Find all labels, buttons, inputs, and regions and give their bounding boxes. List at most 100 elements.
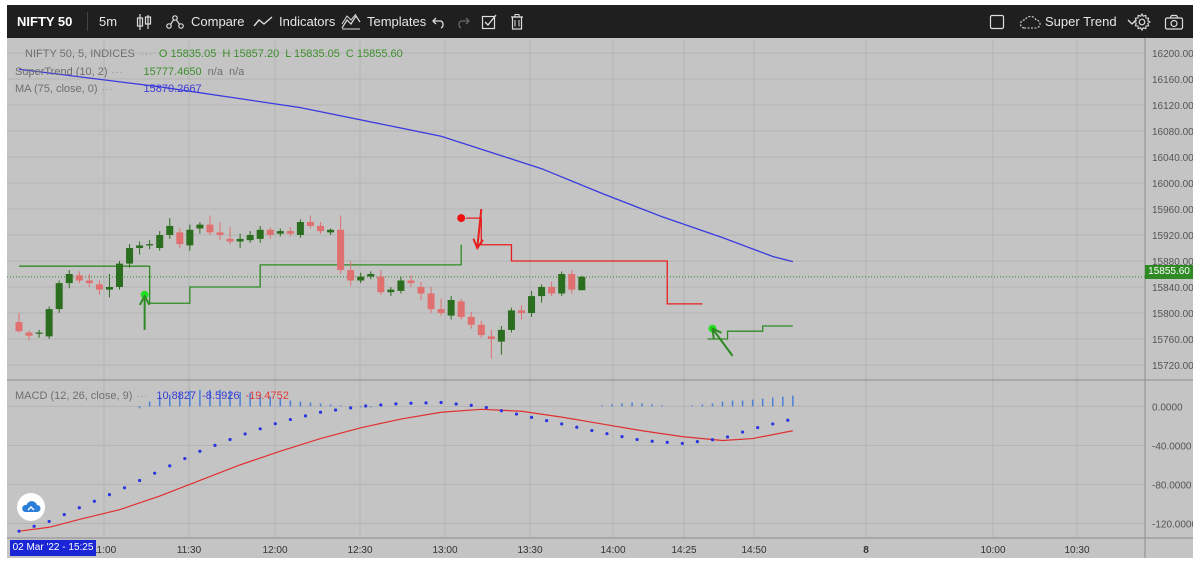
price-chart[interactable]: 16200.00 16160.00 16120.00 16080.00 16040.00… [7,38,1193,558]
candle-body [65,274,73,284]
macd-legend[interactable]: MACD (12, 26, close, 9) ··· 10.8827 -8.5… [15,390,295,402]
macd-signal-dot [62,513,66,517]
fullscreen-button[interactable] [989,5,1005,38]
save-button[interactable] [481,5,497,38]
macd-signal-dot [318,410,323,414]
screenshot-button[interactable] [1164,5,1184,38]
price-tick-label: 16120.00 [1152,101,1193,112]
macd-signal-dot [213,443,217,447]
indicators-icon [253,15,273,26]
legend-dots: ··· [140,49,153,59]
candle-body [558,274,566,294]
redo-icon [458,17,470,29]
redo-button[interactable] [455,5,471,38]
interval-label: 5m [99,14,118,29]
annotation-arrow [711,328,734,357]
candle-body [116,263,123,287]
price-tick-label: 16200.00 [1152,49,1193,60]
macd-signal-dot [47,519,51,524]
price-tick-label: 15960.00 [1152,205,1193,216]
candle-body [266,229,274,235]
macd-signal-dot [741,430,745,434]
time-tick-label: 12:00 [262,545,287,556]
candle-body [25,332,33,336]
candle-body [236,238,244,242]
candle-body [55,283,63,310]
macd-signal-dot [333,408,338,412]
macd-signal-dot [514,412,519,416]
macd-signal-dot [273,422,277,426]
macd-signal-dot [153,471,157,475]
candle-body [538,287,546,297]
macd-tick-label: -80.0000 [1152,480,1192,491]
annotation-arrow-head [472,238,484,251]
candle-body [417,287,425,294]
compare-button[interactable]: Compare [165,5,244,38]
indicators-button[interactable]: Indicators [253,5,335,38]
chart-type-dropdown[interactable]: Super Trend [1019,5,1137,38]
candle-body [447,300,455,316]
price-tick-label: 16000.00 [1152,179,1193,190]
macd-signal-dot [77,506,81,510]
supertrend-legend-name: SuperTrend (10, 2) [15,66,108,78]
macd-signal-dot [107,493,112,497]
macd-signal-dot [620,435,624,439]
templates-button[interactable]: Templates [341,5,426,38]
legend-dots: ··· [111,67,124,77]
ma-legend[interactable]: MA (75, close, 0) ··· 15870.2667 [15,83,208,95]
macd-signal-value: -19.4752 [245,390,289,402]
macd-signal-dot [349,406,353,410]
macd-tick-label: -120.0000 [1152,519,1193,530]
candle-body [306,222,314,226]
candle-body [15,322,23,332]
symbol-selector[interactable]: NIFTY 50 [17,5,72,38]
time-tick-label: 11:30 [177,545,202,556]
macd-signal-dot [258,427,262,431]
candle-body [568,274,576,290]
candle-body [105,287,113,290]
candle-body [126,248,134,264]
crosshair-date-badge: 02 Mar '22 - 15:25 [10,540,96,556]
time-tick-label: 12:30 [347,545,372,556]
ma-legend-name: MA (75, close, 0) [15,83,98,95]
indicators-label: Indicators [279,14,336,29]
candle-body [136,245,144,248]
macd-signal-dot [288,417,292,422]
symbol-label: NIFTY 50 [17,14,73,29]
app-logo[interactable] [17,493,45,521]
macd-signal-dot [409,401,413,405]
macd-signal-dot [168,464,172,468]
time-tick-label: 14:00 [600,545,625,556]
candle-body [226,238,234,242]
settings-button[interactable] [1133,5,1151,38]
macd-signal-dot [725,435,730,439]
chart-style-button[interactable] [135,5,153,38]
macd-line [18,408,793,532]
macd-signal-dot [560,422,564,426]
price-tick-label: 15800.00 [1152,309,1193,320]
toolbar-divider [87,12,88,31]
macd-tick-label: -40.0000 [1152,441,1192,452]
macd-signal-dot [32,524,36,528]
annotation-arrow-head [711,326,722,339]
supertrend-legend[interactable]: SuperTrend (10, 2) ··· 15777.4650 n/a n/… [15,66,250,78]
candle-body [35,332,43,334]
candle-body [507,310,515,330]
macd-signal-dot [379,403,383,407]
ohlc-close: C 15855.60 [345,48,403,60]
interval-button[interactable]: 5m [99,5,117,38]
chart-area[interactable]: 16200.00 16160.00 16120.00 16080.00 16040.00… [7,38,1193,558]
macd-signal-dot [575,425,579,429]
candle-body [548,287,556,294]
supertrend-value: 15777.4650 [143,66,202,78]
macd-signal-dot [665,440,669,444]
undo-button[interactable] [431,5,447,38]
macd-signal-dot [605,432,609,436]
candle-body [457,301,465,317]
supertrend-line [707,325,793,340]
candle-body [337,229,345,271]
delete-button[interactable] [510,5,524,38]
annotation-arrow [476,208,483,249]
supertrend-val3: n/a [228,66,245,78]
macd-signal-dot [695,439,699,444]
